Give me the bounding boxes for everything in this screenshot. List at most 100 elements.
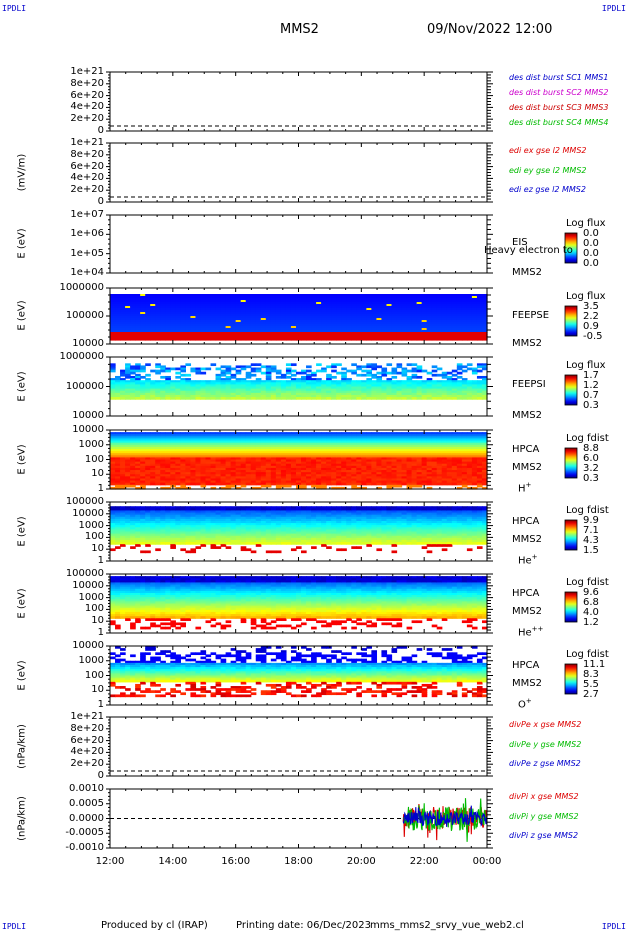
spectrogram-cell [180, 316, 186, 319]
spectrogram-cell [285, 328, 292, 331]
spectrogram-cell [210, 316, 217, 319]
spectrogram-cell [145, 296, 151, 299]
spectrogram-cell [185, 316, 192, 319]
spectrogram-cell [431, 312, 438, 315]
spectrogram-cell [180, 478, 186, 482]
spectrogram-cell [311, 461, 317, 465]
spectrogram-cell [240, 298, 247, 301]
spectrogram-cell [451, 440, 458, 444]
spectrogram-cell [175, 304, 181, 307]
spectrogram-cell [200, 306, 207, 309]
spectrogram-cell [446, 474, 453, 477]
spectrogram-cell [421, 453, 428, 456]
spectrogram-cell [280, 455, 287, 458]
spectrogram-cell [125, 336, 131, 339]
spectrogram-cell [295, 482, 302, 486]
spectrogram-cell [346, 480, 352, 484]
spectrogram-cell [230, 300, 237, 303]
spectrogram-cell [346, 300, 352, 303]
spectrogram-cell [190, 476, 197, 480]
spectrogram-cell [260, 438, 267, 442]
spectrogram-cell [275, 328, 282, 331]
spectrogram-cell [481, 394, 488, 398]
spectrogram-cell [441, 371, 448, 375]
spectrogram-cell [396, 330, 403, 333]
spectrogram-cell [285, 478, 292, 482]
spectrogram-cell [381, 336, 388, 339]
spectrogram-cell [321, 367, 327, 371]
spectrogram-cell [135, 467, 141, 471]
spectrogram-cell [341, 397, 347, 400]
spectrogram-cell [396, 476, 403, 480]
spectrogram-cell [306, 457, 312, 461]
spectrogram-cell [346, 476, 352, 480]
spectrogram-cell [341, 332, 347, 335]
spectrogram-cell [245, 478, 252, 482]
spectrogram-cell [125, 334, 131, 337]
spectrogram-cell [155, 438, 161, 442]
spectrogram-cell [471, 318, 478, 321]
spectrogram-cell [200, 318, 207, 321]
spectrogram-cell [406, 432, 413, 435]
spectrogram-cell [175, 316, 181, 319]
spectrogram-cell [285, 472, 292, 475]
spectrogram-cell [145, 308, 151, 311]
spectrogram-cell [336, 478, 342, 482]
spectrogram-cell [170, 470, 176, 473]
spectrogram-cell [401, 474, 408, 477]
spectrogram-cell [130, 457, 136, 461]
spectrogram-cell [125, 367, 131, 371]
spectrogram-cell [190, 394, 197, 398]
spectrogram-cell [130, 382, 136, 385]
spectrogram-cell [260, 436, 267, 440]
spectrogram-cell [250, 318, 257, 321]
spectrogram-cell [110, 432, 116, 435]
spectrogram-cell [250, 440, 257, 444]
spectrogram-cell [366, 474, 372, 477]
spectrogram-cell [356, 461, 362, 465]
spectrogram-cell [391, 371, 398, 375]
spectrogram-cell [165, 388, 171, 392]
spectrogram-cell [150, 338, 156, 341]
spectrogram-cell [120, 380, 126, 383]
spectrogram-cell [311, 434, 317, 437]
spectrogram-cell [336, 397, 342, 400]
spectrogram-cell [150, 446, 156, 450]
spectrogram-cell [125, 482, 131, 486]
spectrogram-cell [140, 310, 146, 313]
spectrogram-cell [255, 369, 262, 373]
spectrogram-cell [280, 386, 287, 390]
spectrogram-cell [311, 390, 317, 394]
spectrogram-cell [331, 318, 337, 321]
spectrogram-cell [120, 332, 126, 335]
spectrogram-cell [275, 386, 282, 390]
spectrogram-cell [356, 373, 362, 377]
spectrogram-cell [200, 367, 207, 371]
spectrogram-cell [150, 463, 156, 467]
spectrogram-cell [140, 397, 146, 400]
spectrogram-cell [366, 382, 372, 385]
spectrogram-cell [336, 438, 342, 442]
spectrogram-cell [250, 322, 257, 325]
spectrogram-cell [326, 432, 332, 435]
spectrogram-cell [316, 326, 322, 329]
spectrogram-cell [270, 467, 277, 471]
spectrogram-cell [371, 328, 378, 331]
spectrogram-cell [255, 397, 262, 400]
spectrogram-cell [285, 384, 292, 388]
spectrogram-cell [180, 365, 186, 369]
spectrogram-cell [321, 312, 327, 315]
spectrogram-cell [351, 434, 357, 437]
spectrogram-cell [341, 438, 347, 442]
spectrogram-cell [306, 296, 312, 299]
spectrogram-cell [321, 478, 327, 482]
spectrogram-cell [120, 455, 126, 458]
spectrogram-cell [110, 380, 116, 383]
spectrogram-cell [461, 390, 468, 394]
spectrogram-cell [381, 306, 388, 309]
spectrogram-cell [456, 306, 463, 309]
spectrogram-cell [200, 336, 207, 339]
spectrogram-cell [326, 436, 332, 440]
spectrogram-cell [376, 480, 383, 484]
spectrogram-cell [130, 312, 136, 315]
